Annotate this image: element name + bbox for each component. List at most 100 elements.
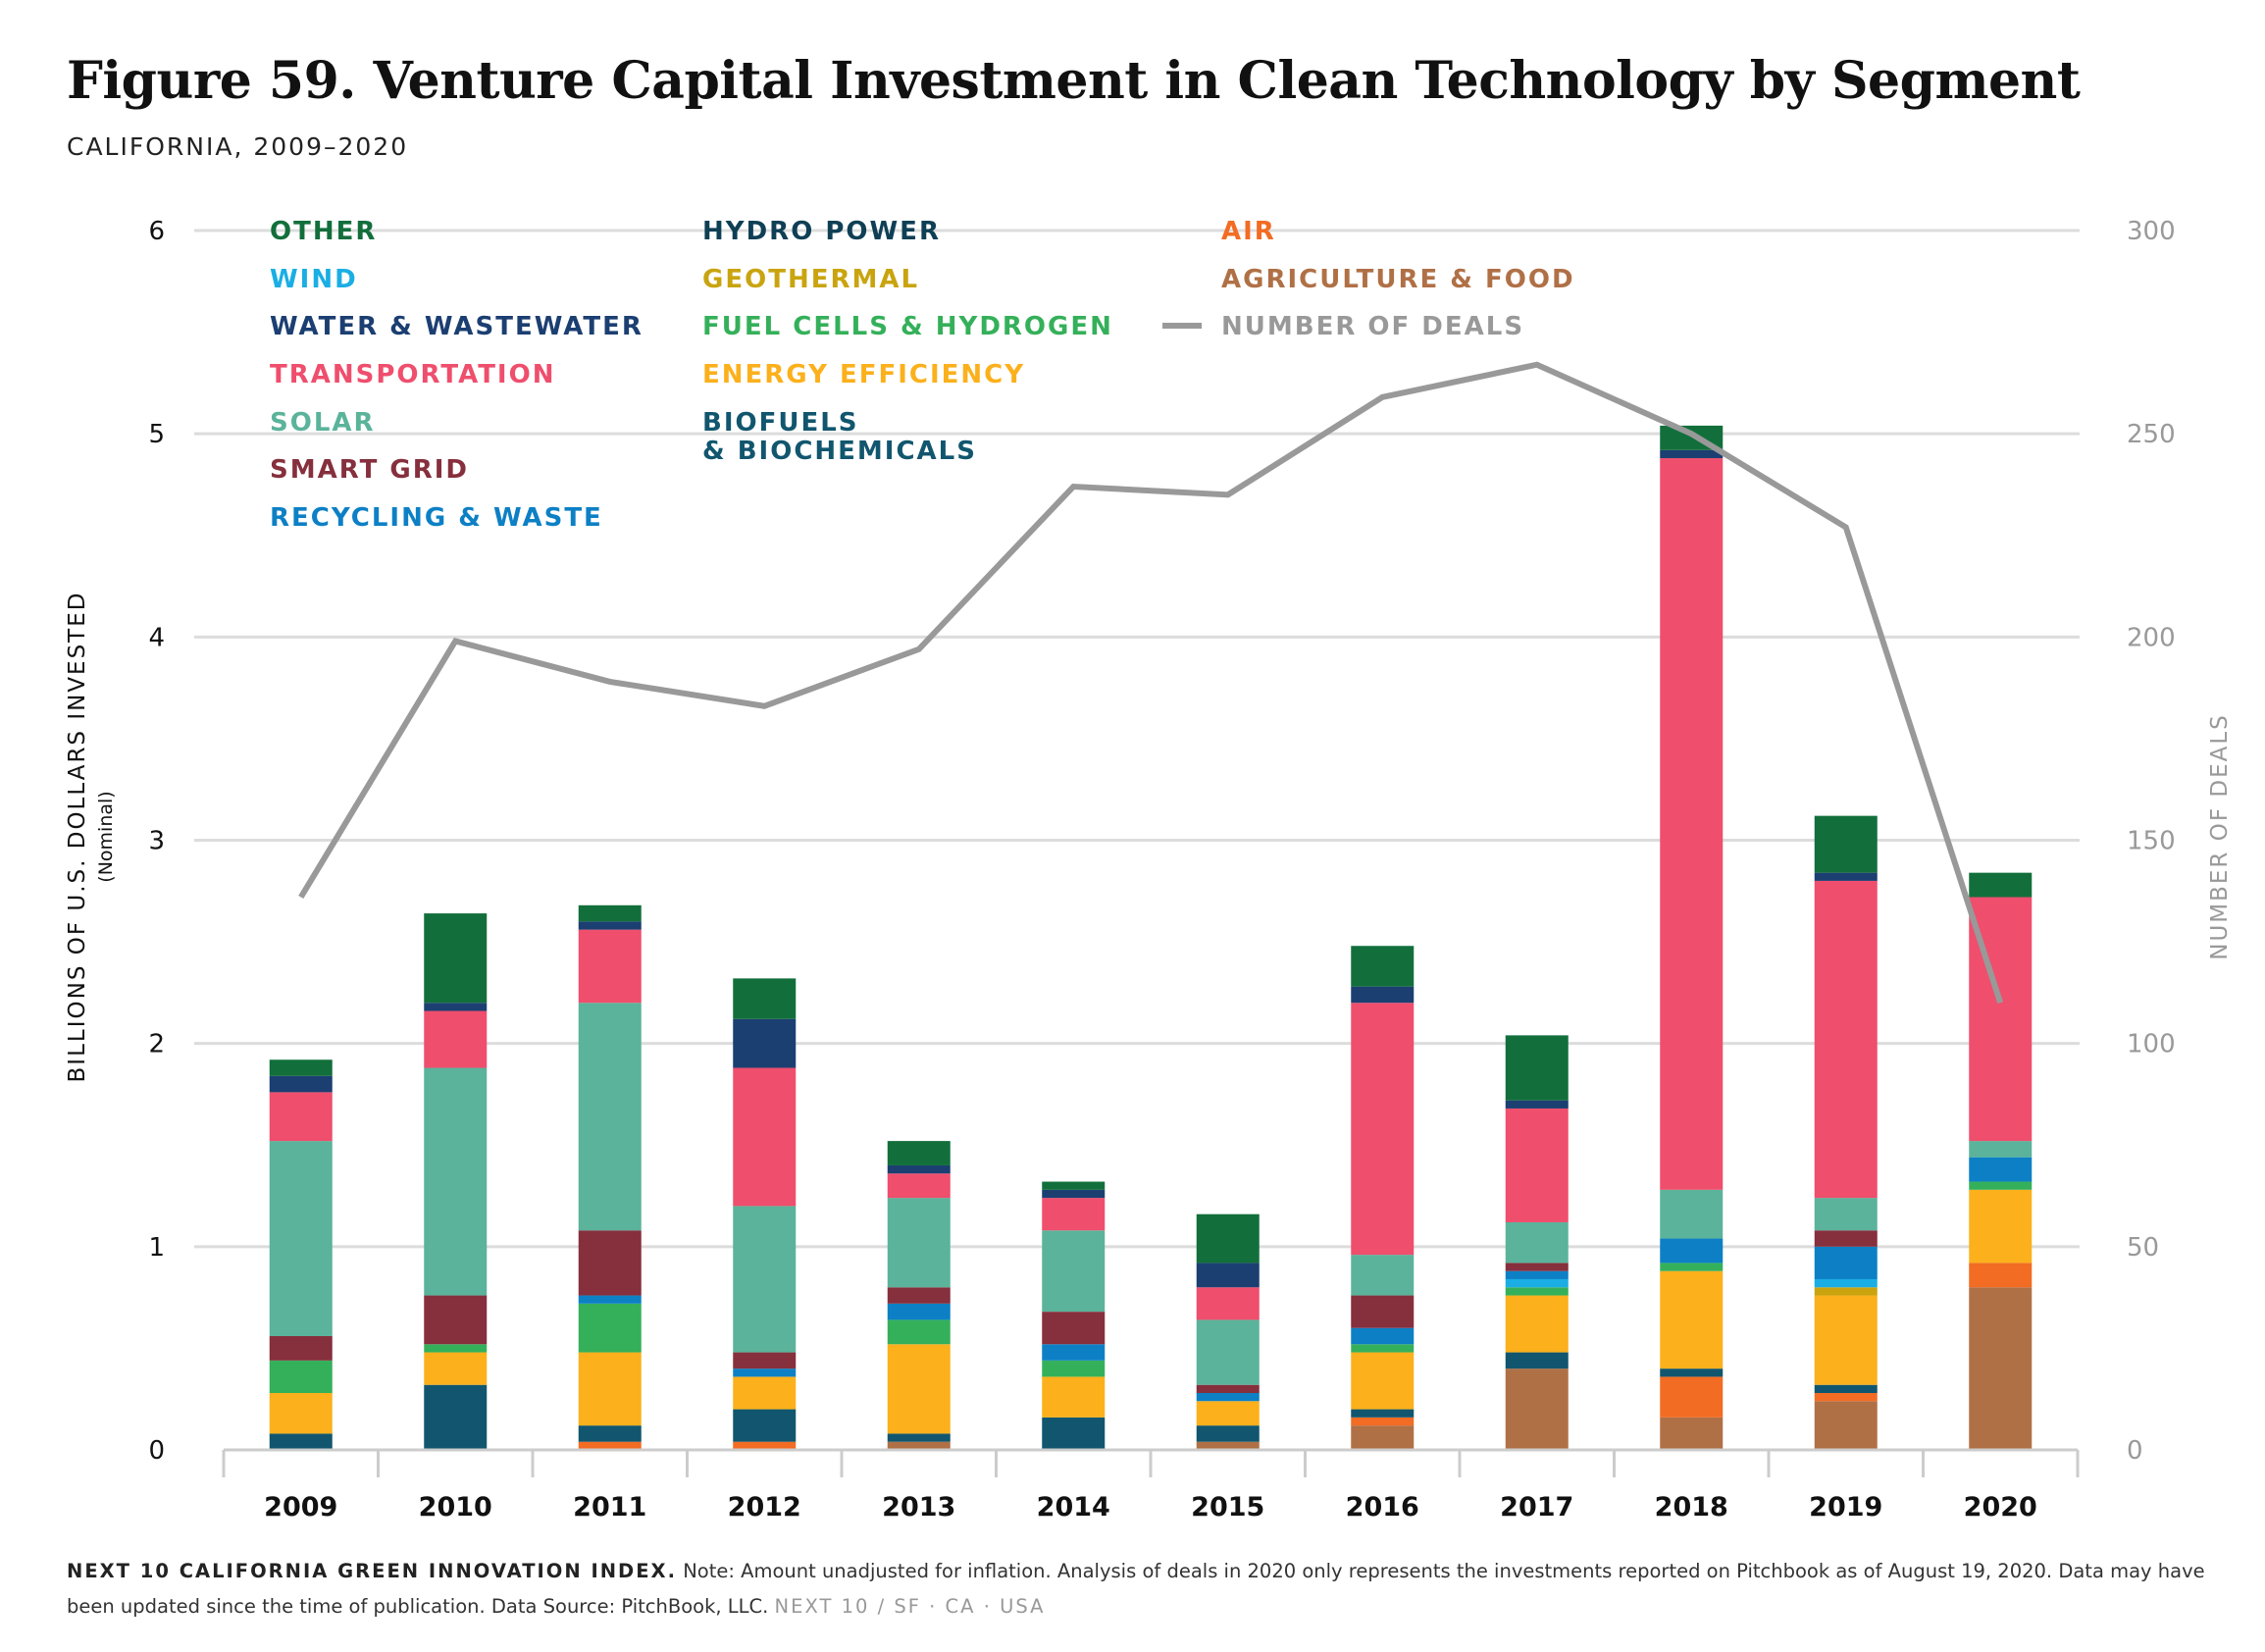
legend-entry: AGRICULTURE & FOOD (1221, 265, 1575, 294)
bar-segment (1042, 1360, 1106, 1377)
legend-entry: ENERGY EFFICIENCY (702, 360, 1025, 389)
footnote-source-label: NEXT 10 CALIFORNIA GREEN INNOVATION INDE… (67, 1560, 677, 1582)
bar-segment (424, 1003, 488, 1011)
bar-segment (733, 1206, 797, 1353)
bar-segment (269, 1075, 333, 1093)
bar-segment (1814, 1401, 1878, 1450)
bar-segment (887, 1319, 951, 1345)
bar-segment (887, 1173, 951, 1199)
chart-subtitle: CALIFORNIA, 2009–2020 (67, 132, 409, 161)
bar-segment (887, 1441, 951, 1450)
x-tick-label: 2016 (1346, 1492, 1419, 1523)
bar-segment (1196, 1319, 1260, 1385)
bar-segment (733, 1352, 797, 1369)
bar-segment (1814, 1295, 1878, 1385)
bar-segment (1042, 1417, 1106, 1450)
x-tick-label: 2020 (1964, 1492, 2037, 1523)
y-tick-label: 4 (148, 623, 165, 652)
bar-segment (269, 1360, 333, 1393)
bar-segment (578, 1352, 642, 1426)
bar-segment (424, 1344, 488, 1353)
bar-segment (1505, 1035, 1569, 1101)
bar-segment (1351, 1417, 1415, 1426)
bar-segment (269, 1059, 333, 1076)
bar-segment (1505, 1278, 1569, 1288)
bar-segment (1351, 946, 1415, 987)
bar-segment (578, 1425, 642, 1442)
bar-segment (578, 929, 642, 1004)
bar-segment (1196, 1213, 1260, 1264)
y2-tick-label: 250 (2127, 420, 2176, 449)
legend-entry: WATER & WASTEWATER (270, 312, 643, 341)
bar-segment (1196, 1425, 1260, 1442)
legend-entry: RECYCLING & WASTE (270, 503, 603, 533)
bar-segment (1660, 1368, 1724, 1377)
bar-segment (1351, 1255, 1415, 1296)
bar-segment (1814, 1230, 1878, 1247)
bar-segment (1814, 1198, 1878, 1231)
bar-segment (1196, 1384, 1260, 1393)
bar-segment (1814, 1246, 1878, 1279)
bar-segment (1660, 1417, 1724, 1450)
bar-segment (1505, 1352, 1569, 1369)
bar-segment (578, 1295, 642, 1304)
bar-segment (424, 1384, 488, 1450)
bar-segment (1814, 1392, 1878, 1402)
bar-segment (733, 1441, 797, 1450)
x-tick-label: 2014 (1037, 1492, 1110, 1523)
y2-tick-label: 200 (2127, 623, 2176, 652)
bar-segment (887, 1141, 951, 1165)
bar-segment (1505, 1295, 1569, 1353)
legend-entry: AIR (1221, 217, 1276, 246)
bar-segment (1505, 1368, 1569, 1450)
bar-segment (1969, 1181, 2033, 1190)
bar-segment (1814, 880, 1878, 1199)
bar-segment (1351, 1327, 1415, 1345)
legend-entry: NUMBER OF DEALS (1221, 312, 1524, 341)
bar-segment (887, 1164, 951, 1174)
x-tick-label: 2013 (882, 1492, 955, 1523)
bar-segment (578, 921, 642, 930)
y-tick-label: 2 (148, 1030, 165, 1059)
bar-segment (1969, 872, 2033, 898)
bar-segment (733, 1067, 797, 1207)
y2-tick-label: 100 (2127, 1030, 2176, 1059)
bar-segment (1042, 1230, 1106, 1313)
x-tick-label: 2017 (1500, 1492, 1573, 1523)
bar-segment (578, 904, 642, 922)
legend-entry: GEOTHERMAL (702, 265, 919, 294)
bar-segment (1814, 815, 1878, 873)
bar-segment (269, 1392, 333, 1434)
bar-segment (1042, 1312, 1106, 1345)
y-tick-label: 1 (148, 1233, 165, 1263)
bar-segment (887, 1303, 951, 1320)
y2-tick-label: 150 (2127, 827, 2176, 856)
bar-segment (733, 1368, 797, 1377)
y2-axis-title: NUMBER OF DEALS (2207, 713, 2233, 960)
legend-entry: WIND (270, 265, 358, 294)
bar-segment (1351, 1425, 1415, 1450)
bar-segment (887, 1344, 951, 1434)
bar-segment (733, 978, 797, 1019)
bar-segment (1969, 1287, 2033, 1450)
bar-segment (1505, 1287, 1569, 1296)
y-axis-subtitle: (Nominal) (95, 791, 117, 882)
legend-entry: SOLAR (270, 408, 376, 438)
bar-segment (1660, 1238, 1724, 1264)
footnote-brand: NEXT 10 / SF · CA · USA (774, 1595, 1046, 1618)
bar-segment (578, 1230, 642, 1296)
bar-segment (1660, 1376, 1724, 1418)
bar-segment (887, 1433, 951, 1442)
x-tick-label: 2015 (1191, 1492, 1264, 1523)
bar-segment (578, 1303, 642, 1353)
bar-segment (1196, 1287, 1260, 1320)
x-tick-label: 2011 (573, 1492, 646, 1523)
bar-segment (1660, 1270, 1724, 1369)
bar-segment (269, 1433, 333, 1450)
bar-segment (1814, 1278, 1878, 1288)
y2-tick-label: 300 (2127, 217, 2176, 246)
bar-segment (1196, 1263, 1260, 1288)
bar-segment (1660, 449, 1724, 459)
bar-segment (1042, 1376, 1106, 1418)
legend-entry: SMART GRID (270, 455, 469, 485)
